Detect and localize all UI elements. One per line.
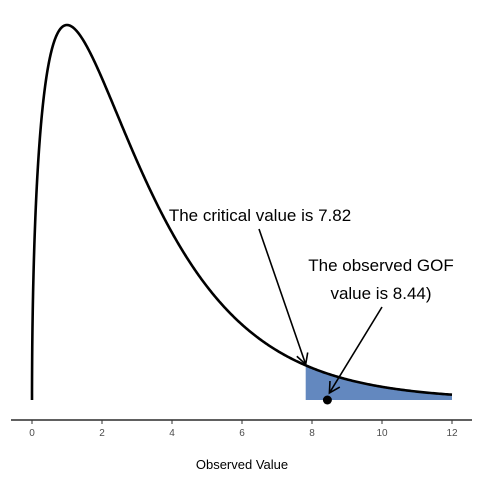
x-axis: 0 2 4 6 8 10 12 [11,419,472,439]
x-tick-label: 4 [169,428,175,439]
critical-value-arrow-shaft [258,228,307,365]
annotations-layer: The critical value is 7.82 The observed G… [169,206,454,395]
observed-value-point [322,395,332,405]
observed-point-layer [322,395,332,405]
density-curve [30,23,453,400]
x-tick-label: 12 [446,428,458,439]
x-tick-label: 2 [99,428,105,439]
observed-value-label-line: value is 8.44) [330,284,431,303]
density-curve-layer [30,23,453,400]
rejection-region-layer [305,365,452,400]
observed-value-label-line: The observed GOF [308,256,454,275]
observed-value-arrow-head [328,380,341,395]
x-tick-label: 6 [239,428,245,439]
critical-value-arrow-head [296,352,309,366]
observed-value-arrow-shaft [328,306,383,394]
critical-value-label: The critical value is 7.82 [169,206,351,225]
x-tick-label: 8 [309,428,315,439]
x-axis-title: Observed Value [196,457,288,472]
x-tick-label: 0 [29,428,35,439]
rejection-region [305,365,452,400]
x-tick-label: 10 [376,428,388,439]
